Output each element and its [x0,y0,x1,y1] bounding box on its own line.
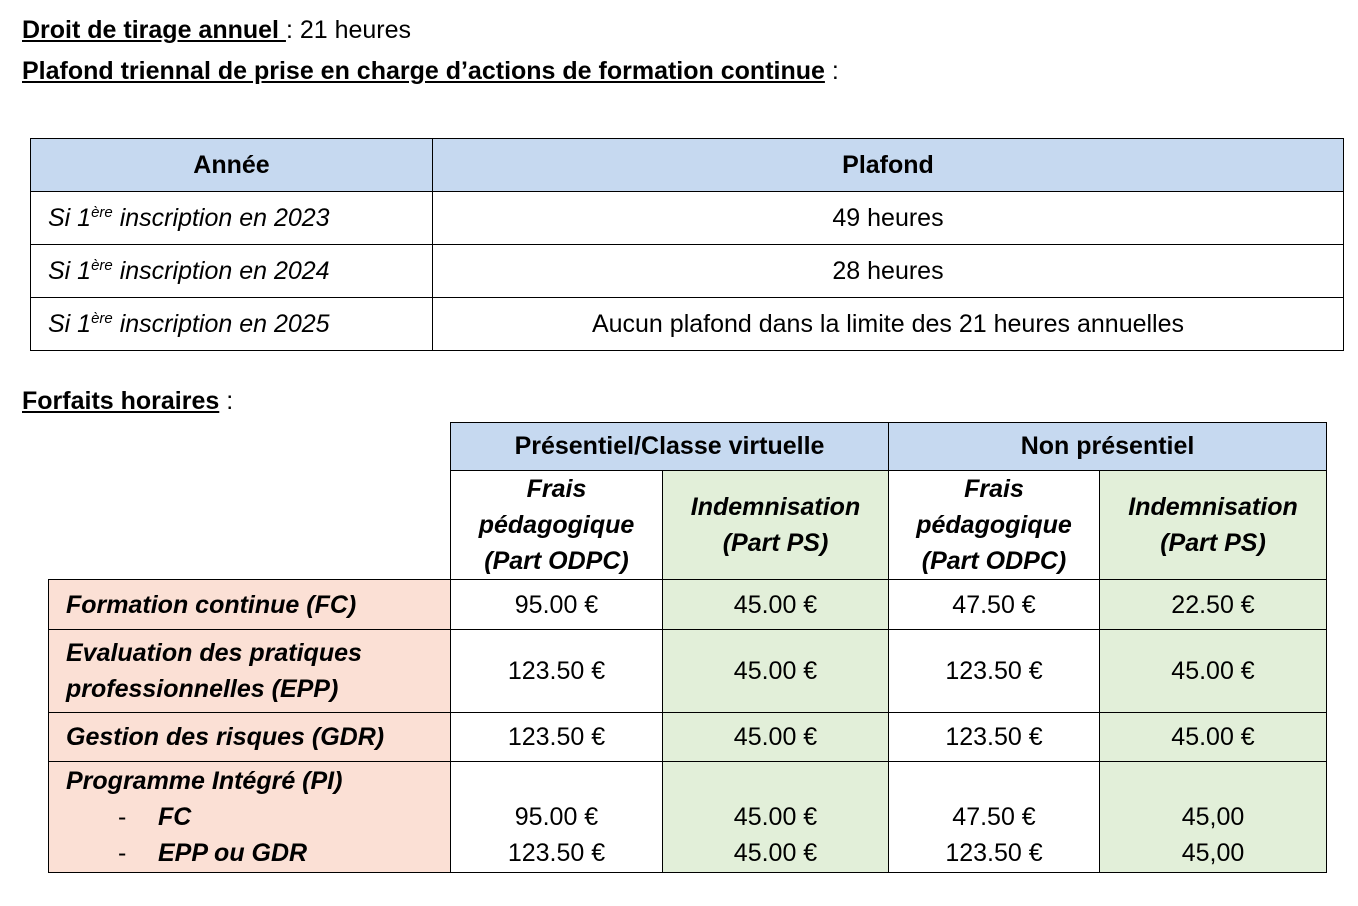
spacer [663,763,888,799]
subcolumn-header: Indemnisation (Part PS) [1099,470,1328,580]
value-cell: 123.50 € [888,629,1101,713]
forfaits-suffix: : [219,387,234,415]
value-cell: 22.50 € [1099,579,1328,630]
droit-label: Droit de tirage annuel [22,16,286,44]
plafond-cell: 49 heures [432,191,1344,245]
empty-cell [48,470,451,580]
value-cell: 95.00 € 123.50 € [450,761,663,873]
plafond-cell: 28 heures [432,244,1344,298]
value: 123.50 € [507,839,606,867]
value-cell: 95.00 € [450,579,663,630]
spacer [451,763,662,799]
value: 45,00 [1181,839,1245,867]
value-cell: 123.50 € [888,712,1101,762]
value-cell: 123.50 € [450,712,663,762]
value: 95.00 € [514,803,599,831]
value-cell: 47.50 € 123.50 € [888,761,1101,873]
subcolumn-row: Frais pédagogique (Part ODPC) Indemnisati… [48,470,1328,580]
plafond-label: Plafond triennal de prise en charge d’ac… [22,57,825,85]
plafond-cell: Aucun plafond dans la limite des 21 heur… [432,297,1344,351]
empty-cell [48,422,451,471]
year-prefix: Si 1 [48,203,92,232]
value-cell: 45.00 € [661,579,890,630]
subcolumn-header: Indemnisation (Part PS) [661,470,890,580]
spacer [1100,763,1326,799]
value: 47.50 € [952,803,1036,831]
row-label: Formation continue (FC) [48,579,451,630]
row-label: Gestion des risques (GDR) [48,712,451,762]
value-cell: 45.00 € 45.00 € [661,761,890,873]
forfaits-table: Présentiel/Classe virtuelle Non présenti… [48,422,1328,873]
table-body: Formation continue (FC) 95.00 €45.00 €47.… [48,579,1328,873]
forfaits-title: Forfaits horaires [22,387,220,415]
year-cell: Si 1ère inscription en 2024 [30,244,433,298]
column-header: Année [30,138,433,192]
year-sup: ère [91,203,113,221]
column-header: Plafond [432,138,1344,192]
spacer [889,763,1099,799]
year-suffix: inscription en 2025 [112,309,330,338]
year-prefix: Si 1 [48,256,92,285]
subrow-line: - EPP ou GDR [66,835,450,871]
subcolumn-header: Frais pédagogique (Part ODPC) [888,470,1101,580]
table-row: Formation continue (FC) 95.00 €45.00 €47.… [48,579,1328,630]
value: 45.00 € [733,839,818,867]
row-label: Programme Intégré (PI) - FC - EPP ou GDR [48,761,451,873]
year-cell: Si 1ère inscription en 2023 [30,191,433,245]
value: 123.50 € [945,839,1043,867]
year-suffix: inscription en 2024 [112,256,330,285]
droit-value: : 21 heures [285,16,412,44]
program-label: Programme Intégré (PI) [66,767,343,795]
header-row: Année Plafond [30,138,1344,192]
forfaits-line: Forfaits horaires : [22,387,233,416]
value-cell: 47.50 € [888,579,1101,630]
year-sup: ère [91,309,113,327]
table-row: Si 1ère inscription en 2023 49 heures [30,191,1344,245]
group-row: Présentiel/Classe virtuelle Non présenti… [48,422,1328,471]
table-row: Si 1ère inscription en 2024 28 heures [30,244,1344,298]
subrow-line: - FC [66,799,450,835]
year-prefix: Si 1 [48,309,92,338]
subcolumn-header: Frais pédagogique (Part ODPC) [450,470,663,580]
value-cell: 45,00 45,00 [1099,761,1328,873]
bullet: - [118,803,127,831]
subrow-label: FC [158,803,192,831]
table-row: Gestion des risques (GDR) 123.50 €45.00 €… [48,712,1328,762]
group-header: Présentiel/Classe virtuelle [449,422,890,471]
plafond-suffix: : [824,57,839,85]
year-cell: Si 1ère inscription en 2025 [30,297,433,351]
table-row: Programme Intégré (PI) - FC - EPP ou GDR 95.0… [48,761,1328,873]
value-cell: 123.50 € [450,629,663,713]
droit-line: Droit de tirage annuel : 21 heures [22,16,411,45]
value: 45.00 € [733,803,818,831]
plafond-table: Année Plafond Si 1ère inscription en 202… [30,138,1344,351]
value: 45,00 [1181,803,1245,831]
table-row: Evaluation des pratiques professionnelle… [48,629,1328,713]
year-sup: ère [91,256,113,274]
year-suffix: inscription en 2023 [112,203,330,232]
value-cell: 45.00 € [1099,629,1328,713]
row-label: Evaluation des pratiques professionnelle… [48,629,451,713]
bullet: - [118,839,127,867]
value-cell: 45.00 € [661,629,890,713]
table-body: Si 1ère inscription en 2023 49 heures Si 1… [30,191,1344,351]
value-cell: 45.00 € [1099,712,1328,762]
group-header: Non présentiel [888,422,1328,471]
subrow-label: EPP ou GDR [158,839,308,867]
table-row: Si 1ère inscription en 2025 Aucun plafond… [30,297,1344,351]
value-cell: 45.00 € [661,712,890,762]
plafond-line: Plafond triennal de prise en charge d’ac… [22,57,839,86]
